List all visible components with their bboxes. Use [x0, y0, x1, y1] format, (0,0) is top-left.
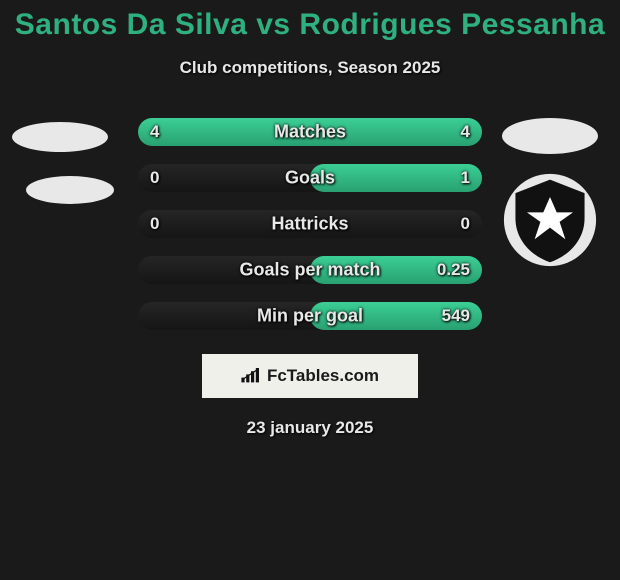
stat-value-right: 4	[461, 122, 470, 142]
stat-value-right: 0.25	[437, 260, 470, 280]
stat-row: Goals per match 0.25	[0, 256, 620, 284]
stat-value-left: 0	[150, 214, 159, 234]
title: Santos Da Silva vs Rodrigues Pessanha	[0, 8, 620, 42]
stat-row: Goals 0 1	[0, 164, 620, 192]
watermark: FcTables.com	[202, 354, 418, 398]
bar-chart-icon	[241, 368, 261, 384]
stat-row: Min per goal 549	[0, 302, 620, 330]
stat-label: Matches	[274, 122, 346, 143]
stats-rows: Matches 4 4 Goals 0 1 Hattricks 0 0 Goals per mat…	[0, 118, 620, 330]
stat-label: Min per goal	[257, 306, 363, 327]
stat-value-right: 0	[461, 214, 470, 234]
watermark-text: FcTables.com	[267, 366, 379, 386]
stat-label: Goals per match	[239, 260, 380, 281]
stat-label: Hattricks	[271, 214, 348, 235]
stat-row: Matches 4 4	[0, 118, 620, 146]
date: 23 january 2025	[0, 418, 620, 438]
stat-row: Hattricks 0 0	[0, 210, 620, 238]
bar-right	[310, 164, 482, 192]
stat-value-right: 1	[461, 168, 470, 188]
stat-value-left: 4	[150, 122, 159, 142]
stat-label: Goals	[285, 168, 335, 189]
stat-value-right: 549	[442, 306, 470, 326]
subtitle: Club competitions, Season 2025	[0, 58, 620, 78]
stat-value-left: 0	[150, 168, 159, 188]
